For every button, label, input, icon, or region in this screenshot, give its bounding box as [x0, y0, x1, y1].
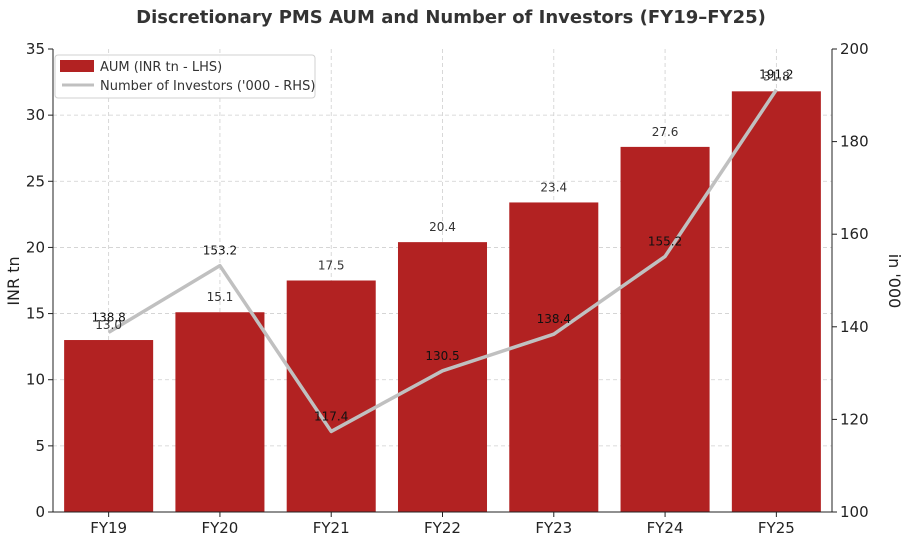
bar-fy22 [397, 242, 488, 512]
y2-axis-label: in '000 [885, 254, 902, 309]
x-tick-label: FY23 [535, 519, 572, 537]
y-tick-label: 30 [26, 106, 45, 124]
line-series [107, 88, 778, 434]
y-tick-label: 15 [26, 305, 45, 323]
bar-series [64, 91, 821, 513]
bar-fy20 [175, 312, 265, 512]
legend: AUM (INR tn - LHS) Number of Investors (… [54, 54, 316, 99]
y2-tick-label: 140 [840, 318, 869, 336]
data-labels: 13.0 15.1 17.5 20.4 23.4 27.6 31.8 138.8 153.2 11… [91, 68, 793, 424]
y2-tick-label: 180 [840, 133, 869, 151]
bar-value-label: 31.8 [763, 69, 790, 83]
y2-tick-label: 100 [840, 503, 869, 521]
x-tick-label: FY21 [313, 519, 350, 537]
bar-fy19 [64, 340, 154, 512]
x-tick-label: FY24 [647, 519, 684, 537]
bar-value-label: 13.0 [95, 318, 122, 332]
line-value-label: 130.5 [425, 349, 459, 363]
x-tick-label: FY20 [201, 519, 238, 537]
line-value-label: 155.2 [648, 234, 682, 248]
y-axis-label: INR tn [4, 256, 23, 305]
y2-tick-label: 200 [840, 40, 869, 58]
bar-fy24 [620, 146, 710, 513]
bar-value-label: 23.4 [540, 180, 567, 194]
line-value-label: 138.8 [91, 310, 125, 324]
x-tick-label: FY22 [424, 519, 461, 537]
line-value-label: 153.2 [203, 244, 237, 258]
y2-tick-label: 160 [840, 225, 869, 243]
bar-fy23 [509, 202, 599, 513]
y-tick-label: 20 [26, 238, 45, 256]
legend-swatch-aum [60, 60, 94, 72]
chart-title: Discretionary PMS AUM and Number of Inve… [136, 7, 766, 28]
bar-value-label: 20.4 [429, 220, 456, 234]
legend-label-investors: Number of Investors ('000 - RHS) [100, 79, 315, 94]
axes: 0 5 10 15 20 25 30 35 100 120 140 160 180 200 FY19 FY20… [26, 40, 869, 537]
line-value-label: 117.4 [314, 409, 348, 423]
legend-box [54, 54, 316, 99]
bar-value-label: 15.1 [207, 290, 234, 304]
y-tick-label: 5 [35, 437, 45, 455]
y-tick-label: 0 [35, 503, 45, 521]
y-tick-label: 10 [26, 371, 45, 389]
y-tick-label: 25 [26, 172, 45, 190]
legend-label-aum: AUM (INR tn - LHS) [100, 60, 222, 75]
bar-value-label: 17.5 [318, 259, 345, 273]
x-tick-label: FY19 [90, 519, 127, 537]
bar-value-label: 27.6 [652, 125, 679, 139]
y2-tick-label: 120 [840, 410, 869, 428]
y-tick-label: 35 [26, 40, 45, 58]
bar-fy21 [286, 280, 376, 512]
x-tick-label: FY25 [758, 519, 795, 537]
line-value-label: 138.4 [537, 312, 571, 326]
bar-fy25 [731, 91, 821, 513]
investors-line [107, 88, 778, 434]
line-value-label: 191.2 [759, 68, 793, 82]
